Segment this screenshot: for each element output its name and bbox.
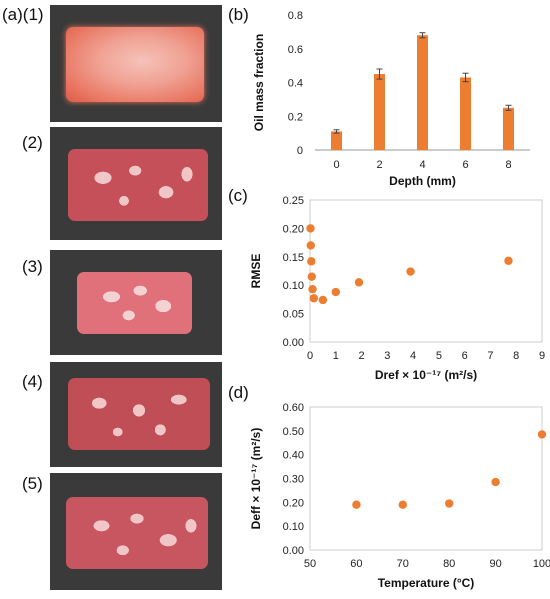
bar bbox=[460, 77, 471, 150]
panel-b-label: (b) bbox=[228, 5, 249, 24]
data-point bbox=[306, 241, 315, 250]
x-tick-label: 3 bbox=[384, 350, 390, 362]
data-point bbox=[504, 256, 513, 265]
photo-sample-4 bbox=[50, 362, 222, 467]
sample-slab bbox=[66, 497, 208, 569]
bar bbox=[417, 35, 428, 150]
x-axis-title: Dref × 10⁻¹⁷ (m²/s) bbox=[375, 368, 477, 382]
x-tick-label: 60 bbox=[350, 558, 362, 570]
x-tick-label: 1 bbox=[333, 350, 339, 362]
y-tick-label: 0.2 bbox=[288, 111, 303, 123]
sample-slab bbox=[66, 27, 204, 102]
data-point bbox=[318, 295, 328, 305]
panel-a-label: (a)(1) bbox=[2, 5, 44, 25]
y-tick-label: 0.8 bbox=[288, 10, 303, 22]
data-point bbox=[308, 284, 317, 294]
y-tick-label: 0.20 bbox=[283, 223, 304, 235]
x-tick-label: 50 bbox=[304, 558, 316, 570]
y-tick-label: 0.10 bbox=[283, 521, 304, 533]
y-axis-title: RMSE bbox=[249, 254, 263, 289]
x-axis-title: Temperature (°C) bbox=[378, 576, 475, 590]
bar bbox=[503, 107, 514, 150]
y-tick-label: 0.20 bbox=[283, 497, 304, 509]
y-tick-label: 0.4 bbox=[288, 78, 303, 90]
y-tick-label: 0.60 bbox=[283, 402, 304, 414]
data-point bbox=[307, 257, 316, 266]
sample-slab bbox=[68, 378, 210, 450]
x-tick-label: 100 bbox=[533, 558, 550, 570]
photo-3-label: (3) bbox=[22, 257, 43, 276]
data-point bbox=[352, 500, 361, 509]
chart-d-deff: 50 60 70 80 90 100 0.00 0.10 0.20 0.30 0.40 0.50 0.6… bbox=[249, 402, 550, 590]
panel-a-letter: (a) bbox=[2, 5, 23, 24]
chart-b-oil-mass-fraction: 0 0.2 0.4 0.6 0.8 0 2 4 6 8 Depth (mm) Oil mass fra… bbox=[252, 10, 530, 188]
x-tick-label: 8 bbox=[505, 159, 511, 171]
x-tick-label: 6 bbox=[462, 159, 468, 171]
data-point bbox=[309, 294, 319, 303]
panel-d-label: (d) bbox=[228, 383, 249, 402]
x-tick-label: 5 bbox=[436, 350, 442, 362]
sample-slab bbox=[68, 149, 208, 221]
data-point bbox=[354, 278, 364, 287]
data-point bbox=[306, 224, 315, 233]
chart-c-rmse: 0 1 2 3 4 5 6 7 8 9 0.00 0.05 0.10 0.15 0.20 0.25 Dref ×… bbox=[249, 195, 545, 382]
data-point bbox=[331, 287, 340, 297]
x-axis-title: Depth (mm) bbox=[389, 174, 456, 188]
data-point bbox=[537, 430, 547, 439]
photo-2-label: (2) bbox=[22, 133, 43, 152]
y-tick-label: 0.15 bbox=[283, 252, 304, 264]
photo-sample-3 bbox=[50, 250, 222, 355]
y-tick-label: 0.05 bbox=[283, 309, 304, 321]
x-tick-label: 4 bbox=[410, 350, 416, 362]
x-tick-label: 6 bbox=[462, 350, 468, 362]
x-tick-label: 7 bbox=[487, 350, 493, 362]
y-tick-label: 0.6 bbox=[288, 44, 303, 56]
y-tick-label: 0.40 bbox=[283, 450, 304, 462]
y-tick-label: 0.10 bbox=[283, 280, 304, 292]
x-tick-label: 2 bbox=[358, 350, 364, 362]
y-tick-label: 0 bbox=[297, 145, 303, 157]
y-tick-label: 0.50 bbox=[283, 426, 304, 438]
y-tick-label: 0.30 bbox=[283, 474, 304, 486]
x-tick-label: 9 bbox=[539, 350, 545, 362]
y-tick-label: 0.00 bbox=[283, 337, 304, 349]
data-point bbox=[398, 500, 407, 509]
sample-slab bbox=[77, 272, 192, 334]
y-axis-title: Deff × 10⁻¹⁷ (m²/s) bbox=[249, 428, 263, 530]
plot-area-border bbox=[309, 406, 543, 551]
x-tick-label: 0 bbox=[307, 350, 313, 362]
x-tick-label: 80 bbox=[443, 558, 455, 570]
x-tick-label: 4 bbox=[419, 159, 425, 171]
x-tick-label: 90 bbox=[489, 558, 501, 570]
bar bbox=[331, 131, 342, 150]
data-point bbox=[307, 272, 317, 281]
y-tick-label: 0.00 bbox=[283, 545, 304, 557]
data-point bbox=[491, 477, 500, 487]
plot-area-border bbox=[309, 199, 543, 343]
photo-5-label: (5) bbox=[22, 474, 43, 493]
y-tick-label: 0.25 bbox=[283, 195, 304, 207]
x-tick-label: 8 bbox=[513, 350, 519, 362]
bar bbox=[374, 74, 385, 150]
x-tick-label: 2 bbox=[376, 159, 382, 171]
x-tick-label: 70 bbox=[397, 558, 409, 570]
photo-sample-1 bbox=[50, 5, 222, 122]
photo-1-label: (1) bbox=[22, 5, 44, 24]
photo-sample-2 bbox=[50, 127, 222, 240]
data-point bbox=[406, 267, 415, 276]
data-point bbox=[445, 499, 454, 508]
x-tick-label: 0 bbox=[333, 159, 339, 171]
y-axis-title: Oil mass fraction bbox=[252, 34, 266, 131]
panel-c-label: (c) bbox=[228, 186, 248, 205]
photo-4-label: (4) bbox=[22, 372, 43, 391]
photo-sample-5 bbox=[50, 473, 222, 590]
